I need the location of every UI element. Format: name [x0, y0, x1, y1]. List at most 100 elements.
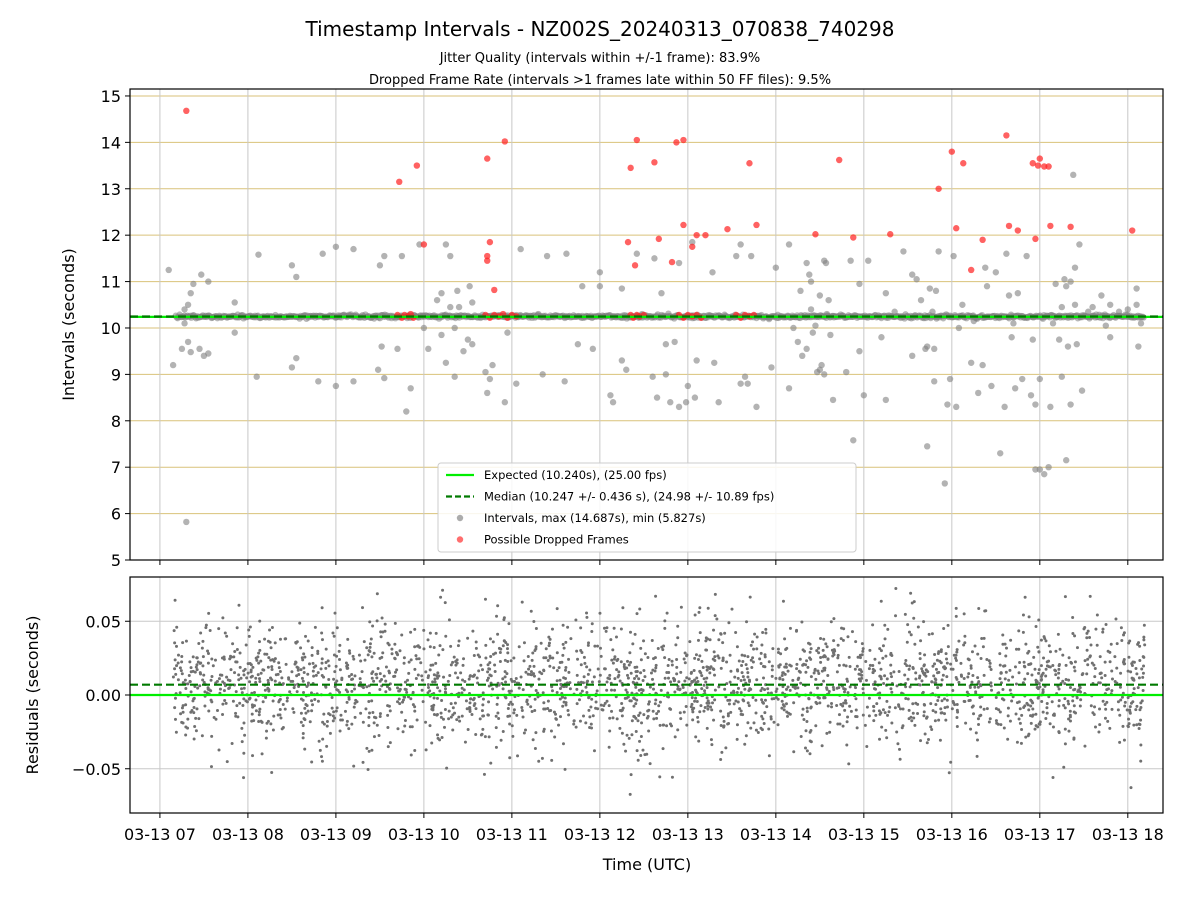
residual-point	[613, 655, 617, 659]
residual-point	[496, 696, 500, 700]
residual-point	[712, 628, 716, 632]
residual-point	[845, 679, 849, 683]
residual-point	[802, 717, 806, 721]
residual-point	[988, 661, 992, 665]
residual-point	[259, 719, 263, 723]
residual-point	[898, 757, 902, 761]
residual-point	[395, 652, 399, 656]
residual-point	[213, 658, 217, 662]
dropped-frame-point	[689, 243, 696, 250]
dropped-frame-point	[746, 160, 753, 167]
residual-point	[320, 631, 324, 635]
interval-point	[255, 251, 262, 258]
interval-point	[790, 324, 797, 332]
residual-point	[246, 662, 250, 666]
residual-point	[443, 687, 447, 691]
residual-point	[654, 666, 658, 670]
residual-point	[247, 697, 251, 701]
residual-point	[1105, 688, 1109, 692]
residual-point	[335, 706, 339, 710]
residual-point	[426, 676, 430, 680]
residual-point	[713, 698, 717, 702]
residual-point	[292, 686, 296, 690]
residual-point	[311, 669, 315, 673]
residual-point	[700, 674, 704, 678]
residual-point	[402, 656, 406, 660]
interval-point	[900, 248, 907, 255]
residual-point	[302, 670, 306, 674]
residual-point	[478, 717, 482, 721]
residual-point	[310, 709, 314, 713]
residual-point	[923, 732, 927, 736]
interval-point	[187, 289, 194, 297]
residual-point	[1023, 677, 1027, 681]
residual-point	[1019, 741, 1023, 745]
residual-point	[316, 699, 320, 703]
interval-point	[953, 403, 960, 411]
residual-point	[628, 792, 632, 796]
residual-point	[694, 690, 698, 694]
residual-point	[642, 713, 646, 717]
residual-point	[193, 724, 197, 728]
residual-point	[1079, 690, 1083, 694]
residual-point	[300, 676, 304, 680]
residual-point	[340, 678, 344, 682]
residual-point	[328, 713, 332, 717]
residual-point	[1098, 655, 1102, 659]
residual-point	[836, 656, 840, 660]
residual-point	[1008, 719, 1012, 723]
residual-point	[681, 685, 685, 689]
residual-point	[792, 750, 796, 754]
residual-point	[832, 688, 836, 692]
interval-point	[785, 241, 793, 248]
residual-point	[1034, 625, 1038, 629]
residual-point	[386, 745, 390, 749]
residual-point	[302, 666, 306, 670]
residual-point	[335, 626, 339, 630]
dropped-frame-point	[967, 266, 975, 274]
residual-point	[1115, 642, 1119, 646]
residual-point	[692, 706, 696, 710]
residual-point	[1015, 682, 1019, 686]
residual-point	[320, 606, 324, 610]
residual-point	[316, 651, 320, 655]
residual-point	[383, 622, 387, 626]
residual-point	[1134, 708, 1138, 712]
interval-point	[381, 252, 388, 260]
residual-point	[667, 695, 671, 699]
residual-point	[632, 704, 636, 708]
interval-point	[1023, 252, 1030, 260]
residual-point	[954, 606, 958, 610]
residual-point	[710, 743, 714, 747]
time-x-tick-label: 03-13 09	[300, 825, 372, 844]
residual-point	[290, 670, 294, 674]
residual-point	[678, 687, 682, 691]
interval-point	[682, 399, 690, 406]
residual-point	[592, 749, 596, 753]
residual-point	[486, 713, 490, 717]
residual-point	[761, 717, 765, 721]
residual-point	[795, 662, 799, 666]
residual-point	[741, 660, 745, 664]
residual-point	[261, 700, 265, 704]
residual-point	[594, 706, 598, 710]
residual-point	[210, 734, 214, 738]
time-x-tick-label: 03-13 11	[476, 825, 548, 844]
residual-point	[713, 614, 717, 618]
residual-point	[481, 727, 485, 731]
dropped-frame-point	[673, 139, 680, 146]
interval-point	[807, 306, 815, 313]
residual-point	[588, 715, 592, 719]
residual-point	[526, 702, 530, 706]
interval-point	[469, 299, 476, 306]
residual-point	[889, 687, 893, 691]
residual-point	[413, 709, 417, 713]
residual-point	[767, 754, 771, 758]
residual-point	[676, 636, 680, 640]
residual-point	[589, 705, 593, 709]
residual-point	[237, 673, 241, 677]
residual-point	[619, 709, 623, 713]
residual-point	[365, 746, 369, 750]
residual-point	[378, 712, 382, 716]
residual-point	[331, 631, 335, 635]
